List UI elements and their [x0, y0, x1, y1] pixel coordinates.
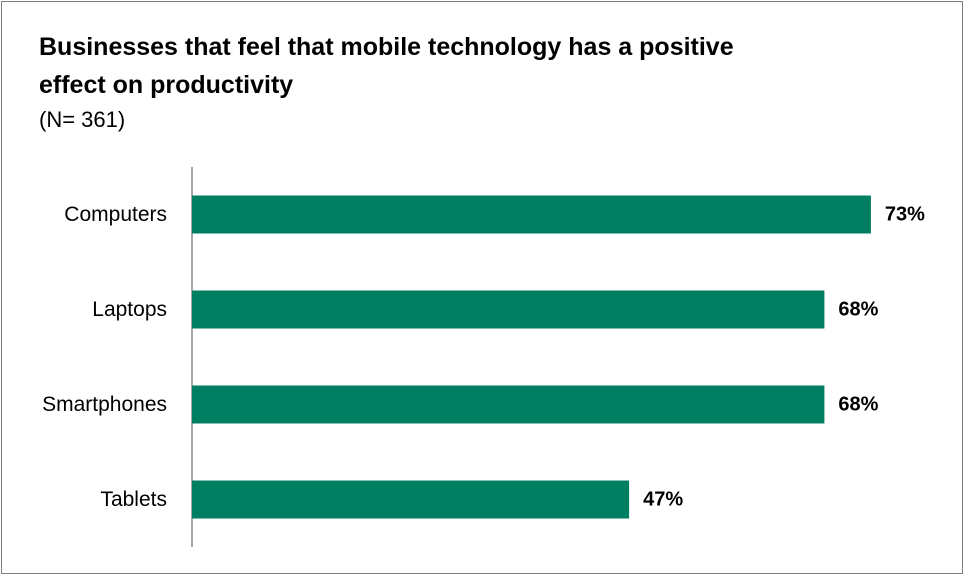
- category-label-tablets: Tablets: [100, 488, 167, 511]
- chart-subtitle: (N= 361): [39, 107, 126, 132]
- category-label-laptops: Laptops: [92, 298, 167, 321]
- category-label-smartphones: Smartphones: [42, 393, 167, 416]
- bars-group: Computers 73% Laptops 68% Smartphones 68% Tabl…: [42, 195, 925, 519]
- bar-laptops: [192, 290, 825, 329]
- chart-title: Businesses that feel that mobile technol…: [39, 33, 734, 99]
- category-label-computers: Computers: [64, 203, 167, 226]
- bar-computers: [192, 195, 871, 234]
- value-label-laptops: 68%: [838, 299, 878, 321]
- value-label-computers: 73%: [885, 204, 925, 226]
- value-label-tablets: 47%: [643, 489, 683, 511]
- bar-tablets: [192, 480, 630, 519]
- value-label-smartphones: 68%: [838, 394, 878, 416]
- bar-smartphones: [192, 385, 825, 424]
